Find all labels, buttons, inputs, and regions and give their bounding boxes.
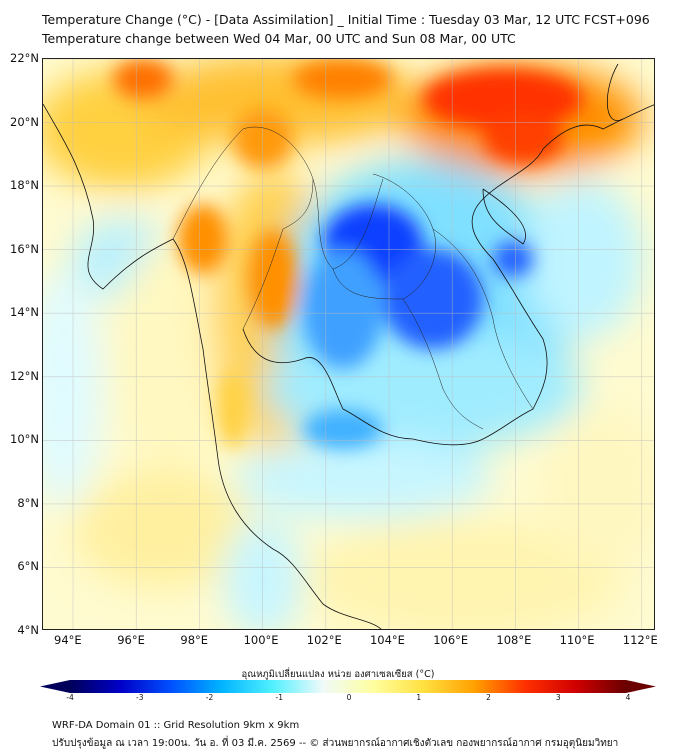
temperature-change-map	[42, 58, 655, 630]
lat-label: 20°N	[10, 114, 39, 129]
lon-label: 110°E	[559, 633, 595, 647]
lon-label: 98°E	[180, 633, 209, 647]
lon-label: 100°E	[243, 633, 279, 647]
colorbar	[40, 680, 656, 693]
lat-label: 6°N	[17, 559, 39, 574]
lon-label: 106°E	[433, 633, 469, 647]
borders	[172, 126, 534, 430]
colorbar-tick: 0	[346, 693, 352, 702]
lat-label: 16°N	[10, 241, 39, 256]
lon-label: 96°E	[117, 633, 145, 647]
coastline	[43, 63, 654, 629]
footer-model-info: WRF-DA Domain 01 :: Grid Resolution 9km …	[52, 720, 300, 731]
lon-label: 102°E	[306, 633, 342, 647]
colorbar-tick: 1	[416, 693, 422, 702]
colorbar-tick: 3	[555, 693, 561, 702]
lat-label: 4°N	[17, 623, 39, 637]
colorbar-tick: -2	[205, 693, 214, 702]
chart-title: Temperature Change (°C) - [Data Assimila…	[42, 12, 650, 27]
colorbar-tick: -4	[66, 693, 74, 702]
colorbar-tick: -3	[136, 693, 144, 702]
chart-subtitle: Temperature change between Wed 04 Mar, 0…	[42, 31, 516, 46]
lon-label: 94°E	[54, 633, 82, 647]
colorbar-tick: 4	[625, 693, 631, 702]
map-field	[43, 59, 654, 629]
colorbar-tick: -1	[275, 693, 283, 702]
lon-label: 108°E	[496, 633, 532, 647]
lat-label: 10°N	[10, 432, 39, 447]
footer-update-info: ปรับปรุงข้อมูล ณ เวลา 19:00น. วัน อ. ที่…	[52, 738, 619, 749]
lon-label: 104°E	[369, 633, 405, 647]
colorbar-tick: 2	[486, 693, 491, 702]
lat-label: 14°N	[10, 305, 39, 320]
lat-label: 18°N	[10, 178, 39, 193]
lat-label: 12°N	[10, 368, 39, 383]
lat-label: 8°N	[17, 495, 39, 510]
colorbar-label: อุณหภูมิเปลี่ยนแปลง หน่วย องศาเซลเซียส (…	[241, 669, 435, 680]
lon-label: 112°E	[622, 633, 658, 647]
lat-label: 22°N	[10, 51, 39, 65]
